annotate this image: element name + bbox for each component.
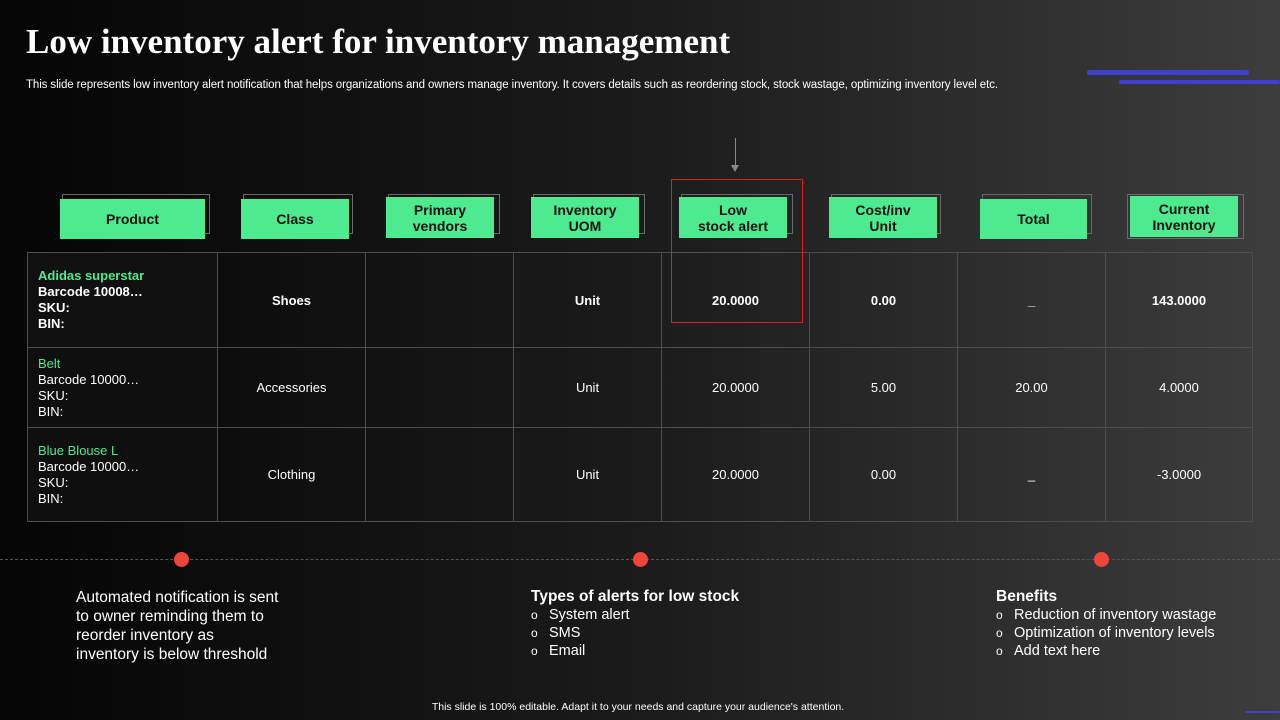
low-stock-cell: 20.0000 [661, 427, 810, 522]
product-bin: BIN: [38, 490, 64, 506]
header-label-line2: Unit [869, 217, 897, 234]
header-label-line2: UOM [568, 217, 602, 234]
low-stock-cell: 20.0000 [661, 252, 810, 348]
header-label-line2: stock alert [697, 217, 769, 234]
bullet-icon: o [996, 644, 1003, 658]
class-cell: Accessories [217, 347, 366, 428]
table-row: Belt Barcode 10000… SKU: BIN: Accessorie… [27, 347, 1253, 428]
cost-cell: 5.00 [809, 347, 958, 428]
header-inventory-uom: Inventory UOM [531, 197, 639, 238]
header-label-line2: vendors [412, 217, 468, 234]
cost-cell: 0.00 [809, 252, 958, 348]
low-stock-cell: 20.0000 [661, 347, 810, 428]
class-cell: Clothing [217, 427, 366, 522]
uom-cell: Unit [513, 347, 662, 428]
header-product: Product [60, 199, 205, 239]
header-label-line2: Inventory [1152, 216, 1216, 233]
footer-note: This slide is 100% editable. Adapt it to… [431, 701, 845, 713]
description-line: Automated notification is sent [76, 589, 279, 606]
bullet-icon: o [531, 608, 538, 622]
total-cell: _ [957, 252, 1106, 348]
current-inventory-cell: 143.0000 [1105, 252, 1253, 348]
down-arrow-icon [731, 138, 739, 172]
total-cell: _ [957, 427, 1106, 522]
product-name: Blue Blouse L [38, 442, 119, 458]
decorative-line-top [1087, 70, 1249, 75]
benefits-heading: Benefits [996, 588, 1058, 605]
table-row: Blue Blouse L Barcode 10000… SKU: BIN: C… [27, 427, 1253, 522]
product-barcode: Barcode 10000… [38, 371, 140, 387]
description-line: to owner reminding them to [76, 608, 264, 625]
product-name: Adidas superstar [38, 268, 145, 283]
header-cost-inv-unit: Cost/inv Unit [829, 197, 937, 238]
benefits-section: Benefits o Reduction of inventory wastage… [996, 588, 1216, 660]
bullet-icon: o [531, 626, 538, 640]
product-barcode: Barcode 10000… [38, 458, 140, 474]
cost-cell: 0.00 [809, 427, 958, 522]
product-sku: SKU: [38, 387, 69, 403]
header-low-stock-alert: Low stock alert [679, 197, 787, 238]
notification-description: Automated notification is sent to owner … [76, 588, 316, 664]
product-bin: BIN: [38, 403, 64, 419]
list-item: o Add text here [996, 643, 1101, 659]
product-barcode: Barcode 10008… [38, 284, 143, 299]
uom-cell: Unit [513, 252, 662, 348]
description-line: inventory is below threshold [76, 646, 268, 663]
header-shadow [1127, 194, 1244, 239]
bullet-icon: o [531, 644, 538, 658]
alert-types-list: o System alert o SMS o Email [531, 606, 739, 660]
slide-subtitle: This slide represents low inventory aler… [26, 79, 998, 91]
header-label: Class [276, 211, 314, 227]
low-stock-highlight-box [671, 179, 803, 323]
list-item: o System alert [531, 607, 630, 623]
alert-types-heading: Types of alerts for low stock [531, 588, 740, 605]
current-inventory-cell: -3.0000 [1105, 427, 1253, 522]
product-sku: SKU: [38, 474, 69, 490]
vendor-cell [365, 427, 514, 522]
list-item: o Email [531, 643, 586, 659]
benefits-list: o Reduction of inventory wastage o Optimiz… [996, 606, 1216, 660]
bullet-icon: o [996, 626, 1003, 640]
current-inventory-cell: 4.0000 [1105, 347, 1253, 428]
decorative-line-corner [1245, 711, 1280, 713]
list-item: o Optimization of inventory levels [996, 625, 1215, 641]
timeline-dot [174, 552, 189, 567]
bullet-icon: o [996, 608, 1003, 622]
alert-types-section: Types of alerts for low stock o System al… [531, 588, 739, 660]
list-item: o Reduction of inventory wastage [996, 607, 1217, 623]
decorative-line-bottom [1119, 80, 1280, 84]
vendor-cell [365, 347, 514, 428]
header-label-line1: Low [719, 201, 747, 218]
inventory-table: Adidas superstar Barcode 10008… SKU: BIN… [27, 252, 1253, 522]
header-class: Class [241, 199, 349, 239]
header-current-inventory: Current Inventory [1130, 196, 1238, 237]
timeline-dot [633, 552, 648, 567]
table-row: Adidas superstar Barcode 10008… SKU: BIN… [27, 252, 1253, 348]
product-cell: Blue Blouse L Barcode 10000… SKU: BIN: [27, 427, 218, 522]
header-label-line1: Inventory [553, 201, 617, 218]
description-line: reorder inventory as [76, 627, 214, 644]
header-label-line1: Current [1158, 200, 1210, 217]
uom-cell: Unit [513, 427, 662, 522]
total-cell: 20.00 [957, 347, 1106, 428]
product-cell: Belt Barcode 10000… SKU: BIN: [27, 347, 218, 428]
header-label: Product [106, 211, 159, 227]
header-primary-vendors: Primary vendors [386, 197, 494, 238]
timeline-dot [1094, 552, 1109, 567]
product-bin: BIN: [38, 316, 65, 331]
list-item: o SMS [531, 625, 581, 641]
class-cell: Shoes [217, 252, 366, 348]
header-label: Total [1017, 211, 1050, 227]
product-name: Belt [38, 355, 61, 371]
header-total: Total [980, 199, 1087, 239]
slide-title: Low inventory alert for inventory manage… [26, 22, 731, 61]
header-label-line1: Cost/inv [855, 201, 911, 218]
header-label-line1: Primary [413, 201, 467, 218]
product-sku: SKU: [38, 300, 70, 315]
product-cell: Adidas superstar Barcode 10008… SKU: BIN… [27, 252, 218, 348]
vendor-cell [365, 252, 514, 348]
